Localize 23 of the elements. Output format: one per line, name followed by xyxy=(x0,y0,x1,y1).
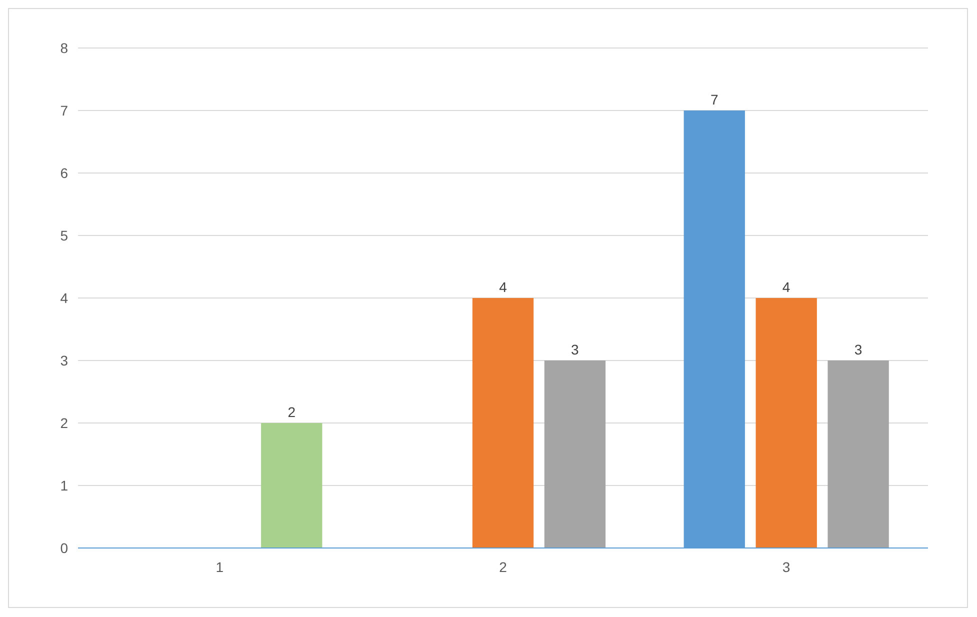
y-tick-label: 6 xyxy=(60,164,68,181)
y-tick-label: 3 xyxy=(60,352,68,368)
bar xyxy=(544,360,606,548)
bar xyxy=(828,360,889,548)
data-label: 3 xyxy=(571,342,580,358)
y-tick-label: 2 xyxy=(60,414,68,431)
y-tick-label: 5 xyxy=(60,227,68,244)
data-label: 7 xyxy=(710,92,718,108)
y-tick-label: 1 xyxy=(60,477,68,494)
y-tick-label: 4 xyxy=(60,290,68,306)
data-label: 4 xyxy=(499,279,508,295)
y-tick-label: 7 xyxy=(60,102,68,118)
y-tick-label: 0 xyxy=(60,540,68,556)
bar xyxy=(261,423,322,548)
x-tick-label: 3 xyxy=(782,559,790,575)
bar xyxy=(756,298,817,548)
x-tick-label: 2 xyxy=(499,559,508,575)
data-label: 4 xyxy=(782,279,790,295)
data-label: 2 xyxy=(288,404,296,420)
y-tick-label: 8 xyxy=(60,40,68,56)
bar xyxy=(472,298,534,548)
x-tick-label: 1 xyxy=(216,559,224,575)
data-label: 3 xyxy=(854,342,862,358)
